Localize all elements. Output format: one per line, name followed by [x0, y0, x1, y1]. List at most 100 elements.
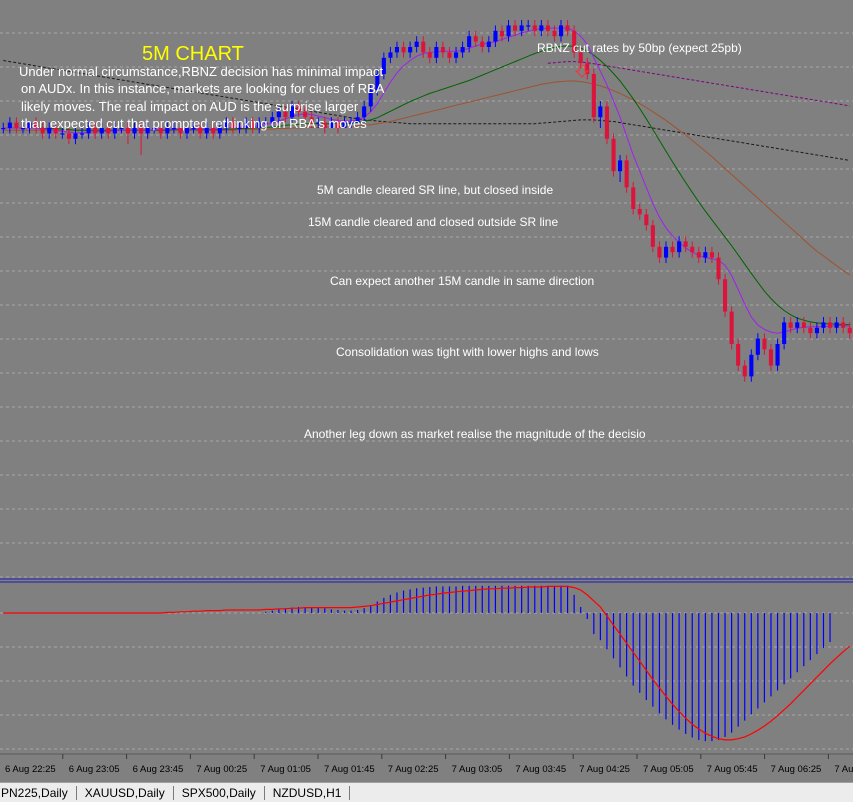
candle-body: [565, 25, 570, 31]
candle-body: [152, 128, 157, 130]
candle-body: [782, 322, 787, 344]
candle-body: [604, 106, 609, 139]
candle-body: [513, 25, 518, 31]
candle-body: [276, 111, 281, 118]
candle-body: [368, 90, 373, 107]
time-tick-label: 7 Aug 04:25: [579, 764, 630, 775]
tab-xauusd[interactable]: XAUUSD,Daily: [77, 785, 174, 800]
candle-body: [47, 128, 52, 134]
candle-body: [342, 122, 347, 128]
candle-body: [683, 241, 688, 247]
candle-body: [178, 128, 183, 134]
candle-body: [237, 128, 242, 130]
candle-body: [644, 214, 649, 226]
candle-body: [657, 246, 662, 258]
candle-body: [257, 122, 262, 128]
candle-body: [204, 128, 209, 134]
candle-body: [493, 30, 498, 42]
ma-long-line: [3, 60, 850, 161]
candle-body: [768, 349, 773, 366]
candle-body: [559, 25, 564, 37]
candle-body: [283, 111, 288, 118]
candle-body: [847, 327, 852, 334]
tab-pn225[interactable]: PN225,Daily: [0, 785, 77, 800]
candle-body: [329, 122, 334, 128]
candle-body: [263, 122, 268, 124]
candle-body: [460, 47, 465, 53]
rbnz-arrow-icon: [574, 65, 590, 78]
intro-line-3: likely moves. The real impact on AUD is …: [21, 99, 359, 114]
candle-body: [145, 128, 150, 134]
candle-body: [158, 128, 163, 134]
candle-body: [60, 133, 65, 135]
candle-body: [80, 133, 85, 135]
note-another-leg: Another leg down as market realise the m…: [304, 427, 646, 441]
candle-body: [106, 128, 111, 134]
candle-body: [631, 187, 636, 209]
candle-body: [611, 138, 616, 172]
ma-fast-line: [3, 27, 850, 334]
candle-body: [427, 52, 432, 58]
candle-body: [171, 128, 176, 130]
candle-body: [696, 252, 701, 258]
candle-body: [814, 327, 819, 334]
candle-body: [801, 322, 806, 328]
candle-body: [723, 279, 728, 312]
candle-body: [316, 122, 321, 124]
note-5m-candle: 5M candle cleared SR line, but closed in…: [317, 183, 553, 197]
candle-body: [506, 25, 511, 37]
chart-canvas[interactable]: 6 Aug 22:25 6 Aug 23:05 6 Aug 23:45 7 Aug 0…: [0, 0, 853, 782]
candle-body: [132, 128, 137, 134]
candle-body: [335, 122, 340, 128]
note-15m-candle: 15M candle cleared and closed outside SR…: [308, 215, 558, 229]
candle-body: [585, 63, 590, 74]
candle-body: [709, 252, 714, 258]
time-tick-label: 7 Aug 00:25: [196, 764, 247, 775]
candle-body: [27, 122, 32, 128]
candle-body: [125, 128, 130, 134]
candle-body: [795, 322, 800, 328]
candle-body: [729, 311, 734, 344]
candle-body: [677, 241, 682, 253]
tab-spx500[interactable]: SPX500,Daily: [174, 785, 265, 800]
candle-body: [828, 322, 833, 328]
candle-body: [499, 30, 504, 37]
time-tick-label: 7 Aug 03:45: [515, 764, 566, 775]
candle-body: [473, 36, 478, 42]
rbnz-annotation: RBNZ cut rates by 50bp (expect 25pb): [537, 41, 742, 55]
candle-body: [539, 25, 544, 31]
candle-body: [598, 106, 603, 118]
candle-body: [578, 52, 583, 64]
candle-body: [296, 106, 301, 112]
note-consolidation: Consolidation was tight with lower highs…: [336, 345, 599, 359]
candle-body: [749, 354, 754, 377]
candle-body: [244, 122, 249, 128]
candle-body: [821, 322, 826, 328]
candle-body: [526, 25, 531, 27]
candle-body: [20, 128, 25, 130]
candle-body: [486, 41, 491, 47]
candle-body: [591, 74, 596, 118]
candle-body: [381, 57, 386, 74]
time-tick-label: 6 Aug 22:25: [5, 764, 56, 775]
candle-body: [841, 322, 846, 328]
candle-body: [34, 122, 39, 128]
candle-body: [624, 160, 629, 188]
candle-body: [198, 128, 203, 134]
ma-longest-line: [547, 61, 850, 107]
candle-body: [375, 74, 380, 91]
candle-body: [394, 47, 399, 53]
candle-body: [742, 365, 747, 377]
candle-body: [834, 322, 839, 328]
time-axis: 6 Aug 22:25 6 Aug 23:05 6 Aug 23:45 7 Aug 0…: [5, 754, 853, 775]
candle-body: [532, 25, 537, 31]
candle-body: [650, 225, 655, 247]
candle-body: [440, 47, 445, 53]
candle-series: [1, 20, 852, 382]
tab-nzdusd[interactable]: NZDUSD,H1: [265, 785, 351, 800]
time-tick-label: 6 Aug 23:45: [133, 764, 184, 775]
candle-body: [66, 133, 71, 139]
candle-body: [303, 111, 308, 118]
candle-body: [788, 322, 793, 328]
